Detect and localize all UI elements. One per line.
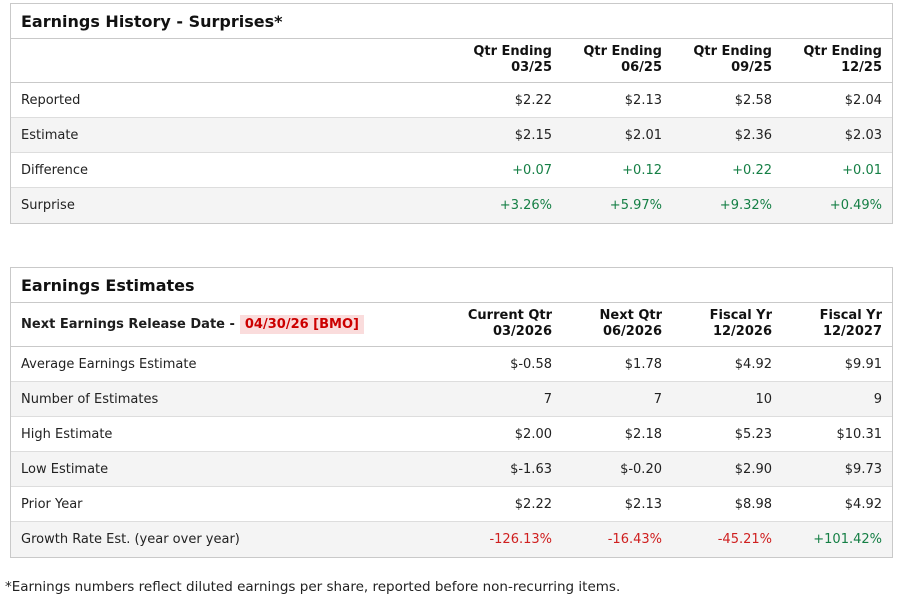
column-header: Qtr Ending 06/25 bbox=[562, 44, 672, 76]
cell-value: +0.01 bbox=[842, 162, 882, 178]
cell-value: $2.36 bbox=[734, 127, 772, 143]
earnings-history-header-row: Qtr Ending 03/25 Qtr Ending 06/25 Qtr Ending… bbox=[11, 39, 892, 83]
column-header-line1: Qtr Ending bbox=[693, 44, 772, 59]
column-header-line2: 12/25 bbox=[841, 60, 882, 75]
cell-value: $4.92 bbox=[734, 356, 772, 372]
cell-value: $2.13 bbox=[624, 92, 662, 108]
cell-value: 10 bbox=[755, 391, 772, 407]
cell-value: $10.31 bbox=[836, 426, 883, 442]
column-header: Fiscal Yr 12/2027 bbox=[782, 308, 892, 340]
row-label: Growth Rate Est. (year over year) bbox=[21, 532, 240, 547]
cell-value: +101.42% bbox=[813, 532, 882, 547]
column-header-line2: 09/25 bbox=[731, 60, 772, 75]
next-earnings-release: Next Earnings Release Date -04/30/26 [BM… bbox=[11, 314, 452, 334]
column-header: Qtr Ending 12/25 bbox=[782, 44, 892, 76]
cell-value: +0.49% bbox=[829, 198, 882, 213]
column-header-line1: Next Qtr bbox=[599, 308, 663, 323]
column-header: Fiscal Yr 12/2026 bbox=[672, 308, 782, 340]
table-row: Prior Year $2.22 $2.13 $8.98 $4.92 bbox=[11, 487, 892, 522]
table-row: High Estimate $2.00 $2.18 $5.23 $10.31 bbox=[11, 417, 892, 452]
table-row: Reported $2.22 $2.13 $2.58 $2.04 bbox=[11, 83, 892, 118]
row-label: Number of Estimates bbox=[21, 391, 159, 407]
cell-value: $5.23 bbox=[734, 426, 772, 442]
cell-value: +9.32% bbox=[719, 198, 772, 213]
cell-value: +0.22 bbox=[732, 162, 772, 178]
cell-value: $-0.20 bbox=[620, 461, 662, 477]
cell-value: $9.73 bbox=[844, 461, 882, 477]
column-header-line2: 12/2026 bbox=[712, 324, 772, 339]
column-header: Current Qtr 03/2026 bbox=[452, 308, 562, 340]
column-header-line2: 03/2026 bbox=[492, 324, 552, 339]
cell-value: +5.97% bbox=[609, 198, 662, 213]
column-header-line2: 12/2027 bbox=[822, 324, 882, 339]
earnings-estimates-header-row: Next Earnings Release Date -04/30/26 [BM… bbox=[11, 303, 892, 347]
column-header: Next Qtr 06/2026 bbox=[562, 308, 672, 340]
column-header: Qtr Ending 03/25 bbox=[452, 44, 562, 76]
cell-value: 7 bbox=[653, 391, 662, 407]
column-header-line1: Current Qtr bbox=[467, 308, 552, 323]
cell-value: $2.15 bbox=[514, 127, 552, 143]
row-label: Average Earnings Estimate bbox=[21, 356, 197, 372]
cell-value: -45.21% bbox=[717, 532, 772, 547]
cell-value: $-1.63 bbox=[510, 461, 552, 477]
earnings-history-title: Earnings History - Surprises* bbox=[11, 4, 892, 39]
cell-value: +3.26% bbox=[499, 198, 552, 213]
cell-value: +0.07 bbox=[512, 162, 552, 178]
cell-value: $2.00 bbox=[514, 426, 552, 442]
row-label: High Estimate bbox=[21, 426, 113, 442]
column-header-line1: Fiscal Yr bbox=[709, 308, 772, 323]
column-header-line2: 06/25 bbox=[621, 60, 662, 75]
row-label: Estimate bbox=[21, 127, 79, 143]
footnote: *Earnings numbers reflect diluted earnin… bbox=[5, 579, 621, 595]
row-label: Prior Year bbox=[21, 496, 83, 512]
earnings-history-rows: Reported $2.22 $2.13 $2.58 $2.04 Estimate $2.1… bbox=[11, 83, 892, 223]
column-header-line1: Qtr Ending bbox=[583, 44, 662, 59]
column-header-line2: 03/25 bbox=[511, 60, 552, 75]
cell-value: $-0.58 bbox=[510, 356, 552, 372]
cell-value: $9.91 bbox=[844, 356, 882, 372]
cell-value: $2.58 bbox=[734, 92, 772, 108]
table-row: Surprise +3.26% +5.97% +9.32% +0.49% bbox=[11, 188, 892, 223]
cell-value: $2.18 bbox=[624, 426, 662, 442]
table-row: Difference +0.07 +0.12 +0.22 +0.01 bbox=[11, 153, 892, 188]
cell-value: $2.03 bbox=[844, 127, 882, 143]
table-row: Estimate $2.15 $2.01 $2.36 $2.03 bbox=[11, 118, 892, 153]
cell-value: $2.22 bbox=[514, 92, 552, 108]
column-header-line1: Qtr Ending bbox=[473, 44, 552, 59]
cell-value: $2.01 bbox=[624, 127, 662, 143]
cell-value: $2.13 bbox=[624, 496, 662, 512]
cell-value: -126.13% bbox=[489, 532, 552, 547]
cell-value: 9 bbox=[873, 391, 882, 407]
column-header-line2: 06/2026 bbox=[602, 324, 662, 339]
row-label: Low Estimate bbox=[21, 461, 109, 477]
table-row: Low Estimate $-1.63 $-0.20 $2.90 $9.73 bbox=[11, 452, 892, 487]
release-date-highlight: 04/30/26 [BMO] bbox=[239, 314, 364, 334]
cell-value: $2.22 bbox=[514, 496, 552, 512]
cell-value: $2.90 bbox=[734, 461, 772, 477]
cell-value: +0.12 bbox=[622, 162, 662, 178]
column-header-line1: Fiscal Yr bbox=[819, 308, 882, 323]
cell-value: $2.04 bbox=[844, 92, 882, 108]
next-earnings-release-label: Next Earnings Release Date - bbox=[21, 316, 235, 332]
earnings-estimates-rows: Average Earnings Estimate $-0.58 $1.78 $4.9… bbox=[11, 347, 892, 557]
row-label: Reported bbox=[21, 92, 81, 108]
column-header-line1: Qtr Ending bbox=[803, 44, 882, 59]
earnings-estimates-table: Earnings Estimates Next Earnings Release… bbox=[10, 267, 893, 558]
cell-value: $4.92 bbox=[844, 496, 882, 512]
row-label: Difference bbox=[21, 162, 89, 178]
cell-value: -16.43% bbox=[607, 532, 662, 547]
table-row: Number of Estimates 7 7 10 9 bbox=[11, 382, 892, 417]
row-label: Surprise bbox=[21, 198, 75, 213]
table-row: Average Earnings Estimate $-0.58 $1.78 $4.9… bbox=[11, 347, 892, 382]
column-header: Qtr Ending 09/25 bbox=[672, 44, 782, 76]
cell-value: $8.98 bbox=[734, 496, 772, 512]
table-row: Growth Rate Est. (year over year) -126.13… bbox=[11, 522, 892, 557]
cell-value: 7 bbox=[543, 391, 552, 407]
earnings-history-table: Earnings History - Surprises* Qtr Ending… bbox=[10, 3, 893, 224]
earnings-estimates-title: Earnings Estimates bbox=[11, 268, 892, 303]
cell-value: $1.78 bbox=[624, 356, 662, 372]
